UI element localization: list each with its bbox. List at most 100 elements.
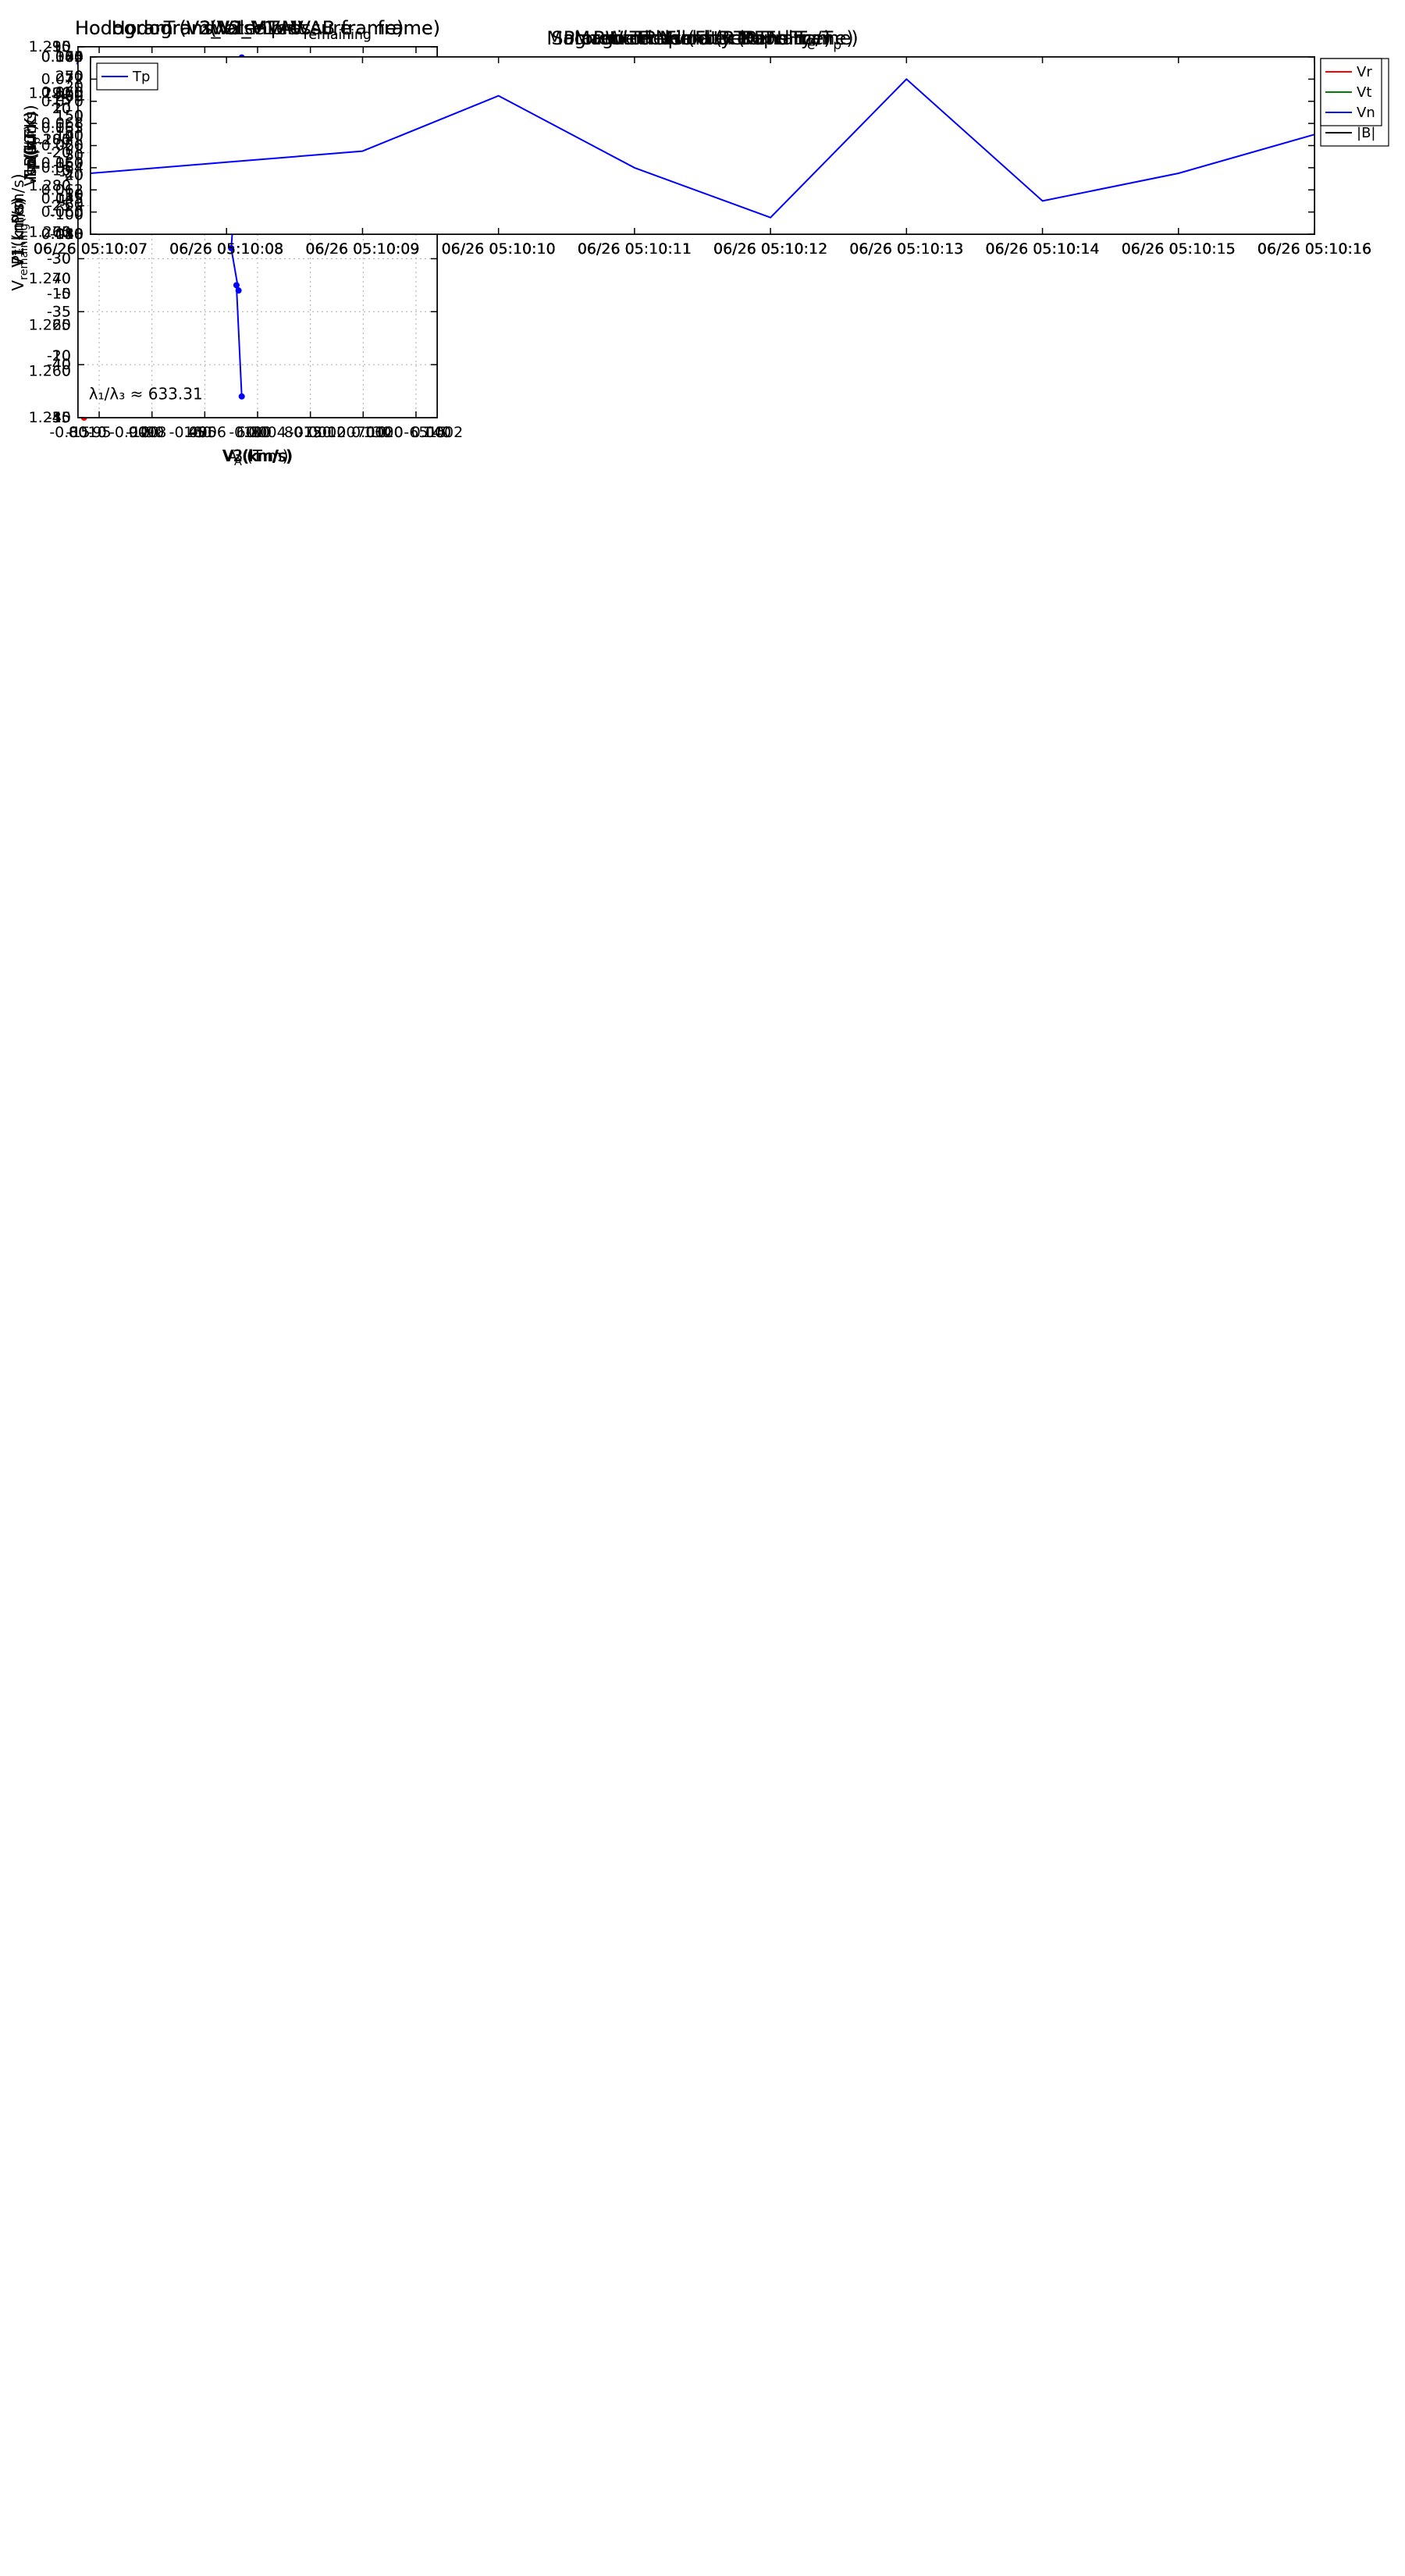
legend-label: |B| <box>1357 125 1375 141</box>
y-tick-label: 10 <box>52 162 71 179</box>
y-tick-label: -5 <box>56 286 71 303</box>
y-tick-label: 40 <box>65 48 84 66</box>
x-tick-label: 06/26 05:10:15 <box>1122 240 1236 258</box>
y-tick-label: 0.050 <box>41 226 84 243</box>
x-tick-label: 06/26 05:10:07 <box>34 240 148 258</box>
x-tick-label: 06/26 05:10:07 <box>34 240 148 258</box>
x-tick-label: 06/26 05:10:08 <box>169 240 283 258</box>
y-tick-label: -30 <box>47 250 71 267</box>
x-tick-label: 0 <box>253 424 262 441</box>
y-tick-label: 1.255 <box>29 409 71 426</box>
y-tick-label: -45 <box>47 409 71 426</box>
y-tick-label: -40 <box>47 356 71 373</box>
y-axis-label: V1(km/s) <box>9 197 27 267</box>
y-tick-label: 150 <box>55 108 84 125</box>
legend-label: Vt <box>1357 84 1371 101</box>
x-axis-label: VA(km/s) <box>223 447 291 468</box>
x-tick-label: -10 <box>126 424 150 441</box>
x-tick-label: 110 <box>244 424 272 441</box>
x-tick-label: -80 <box>245 424 269 441</box>
x-tick-label: -0.0004 <box>229 424 286 441</box>
x-tick-label: 60 <box>237 424 255 441</box>
y-tick-label: 0.074 <box>41 48 84 66</box>
x-tick-label: -15 <box>66 424 90 441</box>
x-tick-label: 06/26 05:10:09 <box>305 240 419 258</box>
y-tick-label: 80 <box>52 177 71 194</box>
x-tick-label: 06/26 05:10:15 <box>1122 240 1236 258</box>
y-tick-label: 300 <box>55 48 84 66</box>
y-tick-label: 0 <box>74 206 84 223</box>
x-tick-label: 06/26 05:10:09 <box>305 240 419 258</box>
x-tick-label: 06/26 05:10:16 <box>1257 240 1371 258</box>
x-tick-label: -0.0008 <box>109 424 166 441</box>
x-tick-label: 06/26 05:10:13 <box>849 240 963 258</box>
chart-title: Magnetic Field (Flux Rope Frame) <box>546 27 858 49</box>
y-tick-label: -50 <box>59 187 84 204</box>
x-tick-label: 80 <box>284 424 303 441</box>
y-axis-label: V1(km/s) <box>9 197 27 267</box>
x-tick-label: 80 <box>69 424 87 441</box>
x-tick-label: 06/26 05:10:12 <box>713 240 827 258</box>
x-tick-label: 06/26 05:10:07 <box>34 240 148 258</box>
y-tick-label: 80 <box>65 48 84 66</box>
chart-title: Transverse pressure <box>163 17 352 39</box>
y-tick-label: -15 <box>47 91 71 109</box>
x-tick-label: 06/26 05:10:09 <box>305 240 419 258</box>
x-tick-label: 06/26 05:10:12 <box>713 240 827 258</box>
y-tick-label: 20 <box>52 316 71 333</box>
x-tick-label: 06/26 05:10:15 <box>1122 240 1236 258</box>
y-axis-label: Tp(10⁴K) <box>21 112 40 180</box>
x-tick-label: 06/26 05:10:07 <box>34 240 148 258</box>
y-tick-label: 0.065 <box>41 119 84 137</box>
y-tick-label: 40 <box>65 127 84 144</box>
y-axis-label: V1(km/s) <box>9 197 27 267</box>
y-tick-label: 0.068 <box>41 115 84 132</box>
x-tick-label: -85 <box>193 424 217 441</box>
x-tick-label: 20 <box>140 424 159 441</box>
y-tick-label: 1.290 <box>29 84 71 101</box>
x-tick-label: 06/26 05:10:09 <box>305 240 419 258</box>
x-tick-label: 06/26 05:10:09 <box>305 240 419 258</box>
x-tick-label: 06/26 05:10:14 <box>985 240 1099 258</box>
y-tick-label: 60 <box>65 87 84 105</box>
y-tick-label: -20 <box>47 347 71 365</box>
x-tick-label: 100 <box>183 424 212 441</box>
x-tick-label: 06/26 05:10:10 <box>442 240 556 258</box>
x-tick-label: 120 <box>304 424 332 441</box>
y-tick-label: -20 <box>47 144 71 162</box>
y-tick-label: 145 <box>55 190 84 208</box>
y-axis-label: V1(km/s) <box>9 197 27 267</box>
y-tick-label: 0 <box>62 224 71 241</box>
y-tick-label: -150 <box>50 226 84 243</box>
chart-svg-proton-temperature: 06/26 05:10:07 06/26 05:10:08 06/26 05:10:… <box>21 27 1371 258</box>
y-tick-label: 1.270 <box>29 270 71 287</box>
x-tick-label: 06/26 05:10:16 <box>1257 240 1371 258</box>
x-tick-label: 06/26 05:10:12 <box>713 240 827 258</box>
x-tick-label: 0 <box>98 424 107 441</box>
y-tick-label: 30 <box>52 38 71 55</box>
x-tick-label: -95 <box>87 424 112 441</box>
x-tick-label: 06/26 05:10:07 <box>34 240 148 258</box>
y-tick-label: 0 <box>74 166 84 183</box>
x-tick-label: 0 <box>253 424 262 441</box>
y-tick-label: -10 <box>47 38 71 55</box>
chart-title: Magnetic Field (RTN Frame) <box>574 27 831 49</box>
y-tick-label: 0.070 <box>41 84 84 101</box>
x-tick-label: 06/26 05:10:12 <box>713 240 827 258</box>
y-axis-label: Np(#/cc) <box>21 111 40 180</box>
y-tick-label: 100 <box>43 131 71 148</box>
y-tick-label: -40 <box>59 166 84 183</box>
y-tick-label: 100 <box>55 127 84 144</box>
x-tick-label: 0.0002 <box>411 424 463 441</box>
chart-title: Hodogram (V3_V1 MVAVremaining frame) <box>75 17 440 43</box>
y-tick-label: -20 <box>59 137 84 155</box>
x-tick-label: 06/26 05:10:14 <box>985 240 1099 258</box>
y-tick-label: 50 <box>65 147 84 164</box>
y-tick-label: -30 <box>47 250 71 267</box>
x-tick-label: 06/26 05:10:10 <box>442 240 556 258</box>
y-tick-label: 1.285 <box>29 131 71 148</box>
y-tick-label: 1.265 <box>29 316 71 333</box>
series-Tp <box>90 78 1315 219</box>
y-tick-label: -60 <box>59 196 84 213</box>
